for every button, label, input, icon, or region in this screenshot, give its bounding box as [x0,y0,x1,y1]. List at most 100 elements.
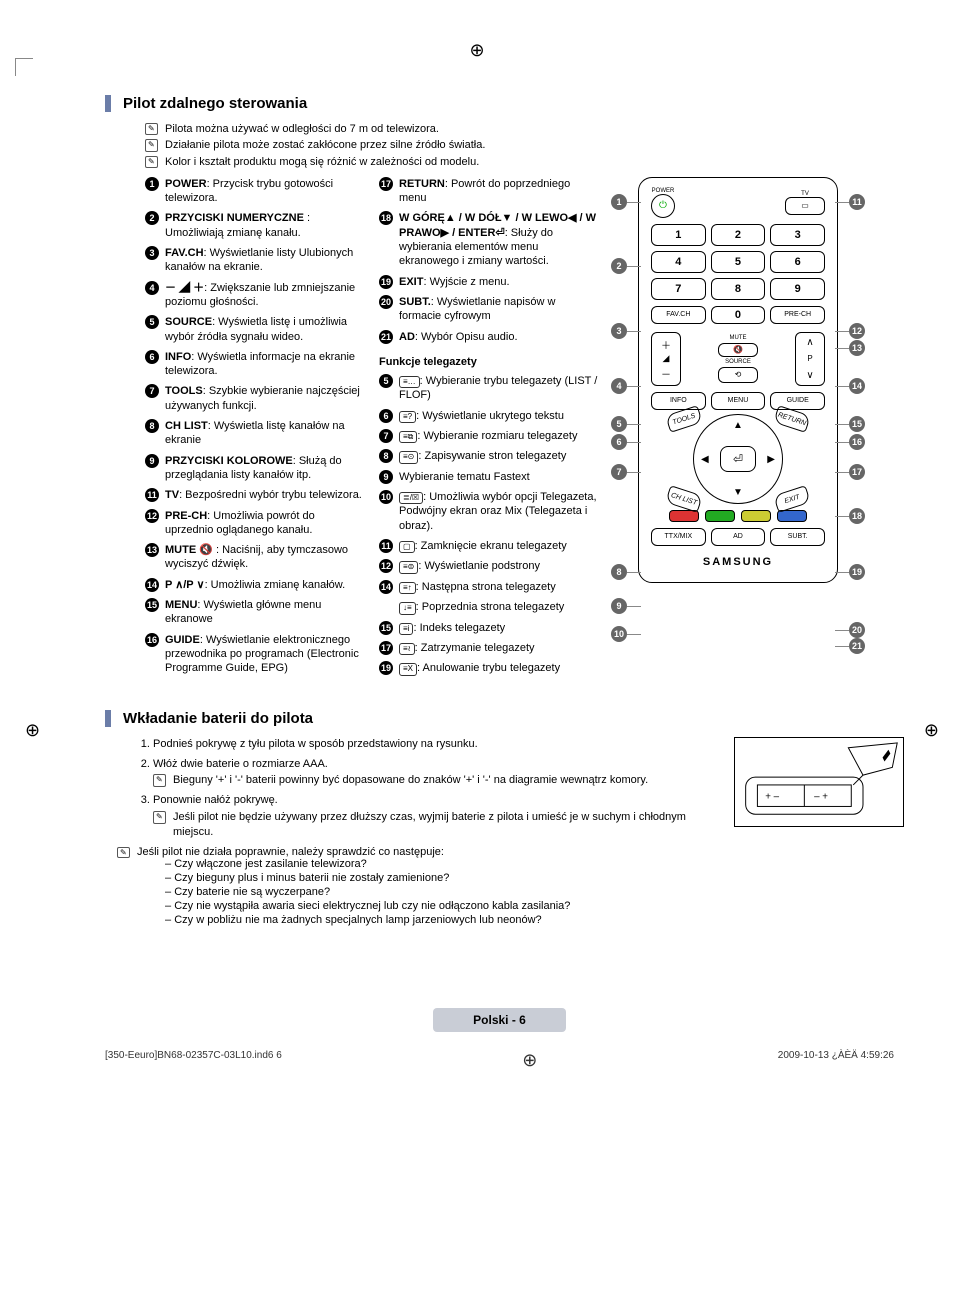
dpad-down-icon: ▼ [733,487,743,498]
callout-9: 9 [611,598,627,614]
check-item: Czy nie wystąpiła awaria sieci elektrycz… [165,900,720,912]
remote-illustration-column: POWER ⏻ TV ▭ 123456789 FAV.CH 0 PRE-CH ＋… [613,177,863,682]
battery-instructions: Podnieś pokrywę z tyłu pilota w sposób p… [135,737,720,928]
item-number: 17 [379,177,393,191]
function-item: 9PRZYCISKI KOLOROWE: Służą do przeglądan… [145,454,365,483]
callout-13: 13 [849,340,865,356]
item-number: 1 [145,177,159,191]
function-item: 11TV: Bezpośredni wybór trybu telewizora… [145,488,365,502]
teletext-item: 10≣/☒: Umożliwia wybór opcji Telegazeta,… [379,490,599,533]
function-item: 15MENU: Wyświetla główne menu ekranowe [145,598,365,627]
item-number: 2 [145,211,159,225]
chlist-button: CH LIST [665,485,703,513]
troubleshoot-intro: Jeśli pilot nie działa poprawnie, należy… [137,846,444,858]
function-item: 13MUTE 🔇 : Naciśnij, aby tymczasowo wyci… [145,543,365,572]
callout-14: 14 [849,378,865,394]
callout-5: 5 [611,416,627,432]
item-number: 16 [145,633,159,647]
callout-12: 12 [849,323,865,339]
tv-label: TV [785,191,825,197]
item-number: 11 [379,539,393,553]
favch-button: FAV.CH [651,306,706,324]
callout-21: 21 [849,638,865,654]
teletext-icon: ≡⊙ [399,451,418,463]
teletext-item: 15≡i: Indeks telegazety [379,621,599,635]
callout-11: 11 [849,194,865,210]
dpad-left-icon: ◀ [701,454,709,465]
callout-10: 10 [611,626,627,642]
section-title-battery: Wkładanie baterii do pilota [105,710,904,727]
channel-rocker: ∧P∨ [795,332,825,386]
zero-button: 0 [711,306,766,324]
subt-button: SUBT. [770,528,825,546]
callout-6: 6 [611,434,627,450]
num-2-button: 2 [711,224,766,246]
menu-button: MENU [711,392,766,410]
battery-step: Podnieś pokrywę z tyłu pilota w sposób p… [153,737,720,752]
item-number: 19 [379,661,393,675]
function-item: 7TOOLS: Szybkie wybieranie najczęściej u… [145,384,365,413]
num-7-button: 7 [651,278,706,300]
num-8-button: 8 [711,278,766,300]
function-item: 21AD: Wybór Opisu audio. [379,330,599,344]
crop-corner [15,58,33,76]
source-label: SOURCE [725,359,751,365]
teletext-heading: Funkcje telegazety [379,356,599,368]
dpad-right-icon: ▶ [767,454,775,465]
number-pad: 123456789 [651,224,825,300]
source-button: ⟲ [718,367,758,383]
callout-18: 18 [849,508,865,524]
teletext-item: 11▢: Zamknięcie ekranu telegazety [379,539,599,553]
teletext-item: 19≡X: Anulowanie trybu telegazety [379,661,599,675]
item-number: 21 [379,330,393,344]
color-button [741,510,771,522]
registration-mark-right: ⊕ [924,720,939,741]
teletext-icon: ≣/☒ [399,492,423,504]
functions-column-2: 17RETURN: Powrót do poprzedniego menu18W… [379,177,599,682]
function-item: 4－ ◢ ＋: Zwiększanie lub zmniejszanie poz… [145,281,365,310]
num-6-button: 6 [770,251,825,273]
callout-4: 4 [611,378,627,394]
general-notes: ✎Pilota można używać w odległości do 7 m… [145,122,904,169]
prech-button: PRE-CH [770,306,825,324]
note-text: Działanie pilota może zostać zakłócone p… [165,139,485,151]
callout-3: 3 [611,323,627,339]
item-number: 19 [379,275,393,289]
registration-mark-top: ⊕ [469,40,484,61]
num-9-button: 9 [770,278,825,300]
teletext-icon: ≡⧉ [399,431,417,443]
callout-20: 20 [849,622,865,638]
item-number: 14 [379,580,393,594]
item-number: 12 [145,509,159,523]
item-number: 20 [379,295,393,309]
mute-button: 🔇 [718,343,758,357]
power-button: ⏻ [651,194,675,218]
note-icon: ✎ [145,156,158,168]
function-item: 5SOURCE: Wyświetla listę i umożliwia wyb… [145,315,365,344]
teletext-item: 17≡≀: Zatrzymanie telegazety [379,641,599,655]
dpad-up-icon: ▲ [733,420,743,431]
print-file-info: [350-Eeuro]BN68-02357C-03L10.ind6 6 [105,1050,282,1071]
callout-1: 1 [611,194,627,210]
exit-button: EXIT [773,485,811,513]
item-number: 17 [379,641,393,655]
function-item: 2PRZYCISKI NUMERYCZNE : Umożliwiają zmia… [145,211,365,240]
teletext-item: 8≡⊙: Zapisywanie stron telegazety [379,449,599,463]
remote-illustration: POWER ⏻ TV ▭ 123456789 FAV.CH 0 PRE-CH ＋… [638,177,838,583]
num-4-button: 4 [651,251,706,273]
callout-19: 19 [849,564,865,580]
teletext-icon: ≡… [399,376,420,388]
teletext-icon: ≡↑ [399,582,416,594]
note-text: Kolor i kształt produktu mogą się różnić… [165,156,479,168]
page-number: Polski - 6 [433,1008,566,1032]
callout-7: 7 [611,464,627,480]
troubleshoot-list: Czy włączone jest zasilanie telewizora?C… [135,858,720,926]
teletext-item: 14≡↑: Następna strona telegazety [379,580,599,594]
teletext-item: 12≡⊜: Wyświetlanie podstrony [379,559,599,573]
function-item: 3FAV.CH: Wyświetlanie listy Ulubionych k… [145,246,365,275]
teletext-icon: ↓≡ [399,602,416,614]
note-icon: ✎ [153,811,166,824]
item-number: 13 [145,543,159,557]
note-icon: ✎ [145,123,158,135]
teletext-icon: ≡? [399,411,416,423]
